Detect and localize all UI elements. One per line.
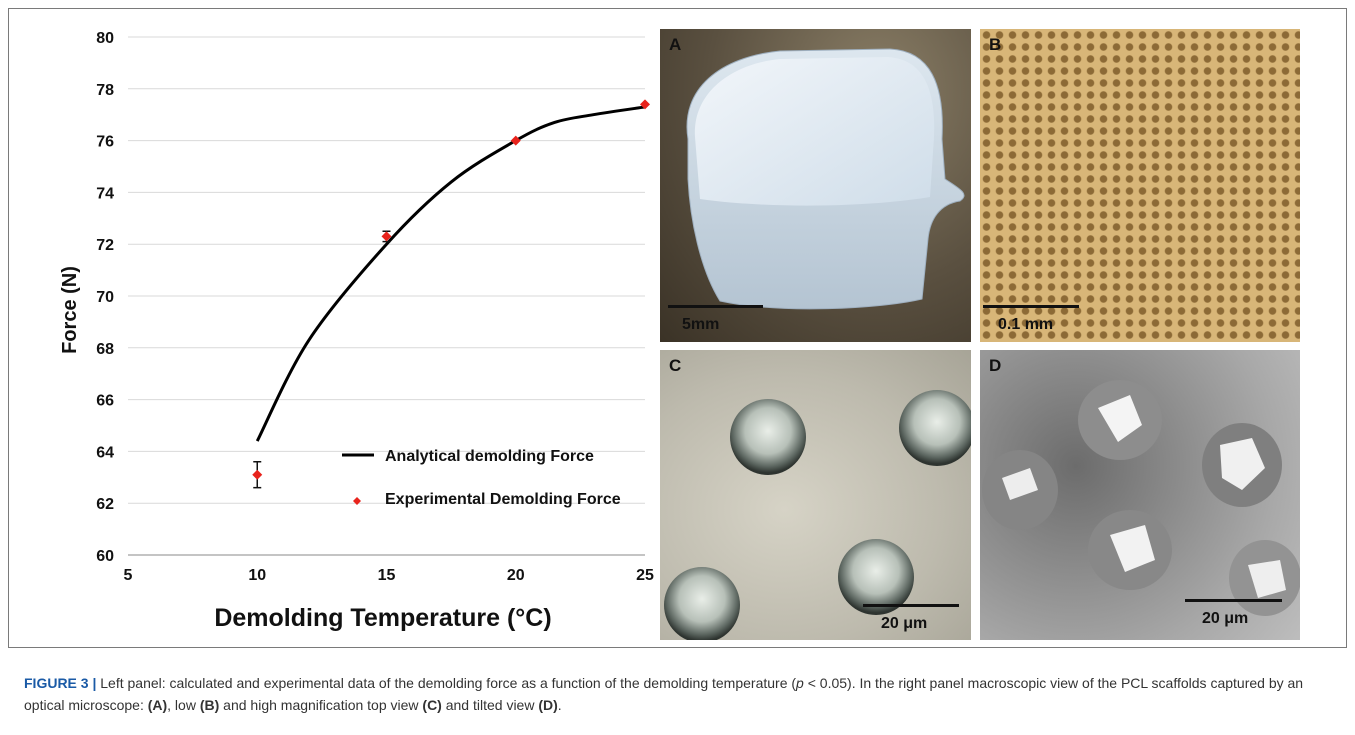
panel-d-scale-label: 20 μm [1202,610,1249,627]
y-tick-label: 74 [96,185,114,202]
tilted-pore-illustration [982,380,1300,616]
x-tick-label: 5 [124,567,133,584]
x-tick-label: 10 [248,567,266,584]
caption-text-4: and high magnification top view [219,697,423,713]
y-tick-label: 76 [96,134,114,151]
panel-a-letter: A [669,35,682,54]
caption-text-6: . [557,697,562,713]
caption-p-symbol: p [796,675,804,691]
figure-frame [8,8,1347,648]
y-tick-label: 72 [96,237,114,254]
panel-c-letter: C [669,356,682,375]
caption-text-3: , low [167,697,200,713]
y-tick-label: 70 [96,289,114,306]
y-tick-label: 64 [96,444,114,461]
caption-text-2: < 0.05). In the right panel macroscopic … [24,675,1304,713]
x-tick-label: 25 [636,567,654,584]
panel-a-photo: A 5mm [660,29,971,342]
panel-d-micrograph: D 20 μm [980,350,1300,640]
caption-ref-a: (A) [147,697,168,713]
y-tick-labels: 60 62 64 66 68 70 72 74 76 78 80 [96,30,114,565]
experimental-force-marker [252,469,263,480]
y-tick-label: 60 [96,548,114,565]
demolding-force-chart: 60 62 64 66 68 70 72 74 76 78 80 5 10 15 20 25 Force (… [59,30,654,632]
y-axis-label: Force (N) [59,266,81,354]
y-tick-label: 80 [96,30,114,47]
panel-d-scalebar [1185,599,1282,602]
figure-caption: FIGURE 3 | Left panel: calculated and ex… [24,672,1334,716]
panel-a-scalebar [668,305,763,308]
y-tick-label: 78 [96,82,114,99]
experimental-force-marker [510,135,521,146]
panel-a-scale-label: 5mm [682,316,720,333]
panel-d-letter: D [989,356,1002,375]
experimental-force-marker [381,231,392,242]
x-tick-label: 15 [378,567,396,584]
legend-marker-swatch [353,497,361,505]
grid-lines [128,36,645,556]
panel-b-micrograph: B 0.1 mm [980,29,1300,342]
y-tick-label: 62 [96,496,114,513]
caption-text-5: and tilted view [441,697,539,713]
y-tick-label: 66 [96,393,114,410]
panel-c-micrograph: C 20 μm [660,350,971,640]
analytical-force-line [255,105,646,442]
caption-text-1: Left panel: calculated and experimental … [96,675,797,691]
experimental-force-marker [640,99,650,110]
caption-figure-label: FIGURE 3 | [24,675,97,691]
series-layer [252,99,650,489]
panel-b-scale-label: 0.1 mm [998,316,1054,333]
caption-ref-b: (B) [199,697,220,713]
y-tick-label: 68 [96,341,114,358]
x-axis-label: Demolding Temperature (°C) [214,604,551,632]
panel-c-scalebar [863,604,959,607]
legend-label-analytical: Analytical demolding Force [385,448,594,465]
scaffold-block-illustration [686,48,965,310]
caption-ref-d: (D) [538,697,558,713]
legend-label-experimental: Experimental Demolding Force [385,491,621,508]
pore-illustration [664,390,971,640]
panel-b-letter: B [989,35,1002,54]
legend: Analytical demolding Force Experimental … [342,448,621,508]
x-tick-labels: 5 10 15 20 25 [124,567,654,584]
x-tick-label: 20 [507,567,525,584]
panel-c-scale-label: 20 μm [881,615,928,632]
panel-b-scalebar [983,305,1079,308]
caption-ref-c: (C) [422,697,442,713]
